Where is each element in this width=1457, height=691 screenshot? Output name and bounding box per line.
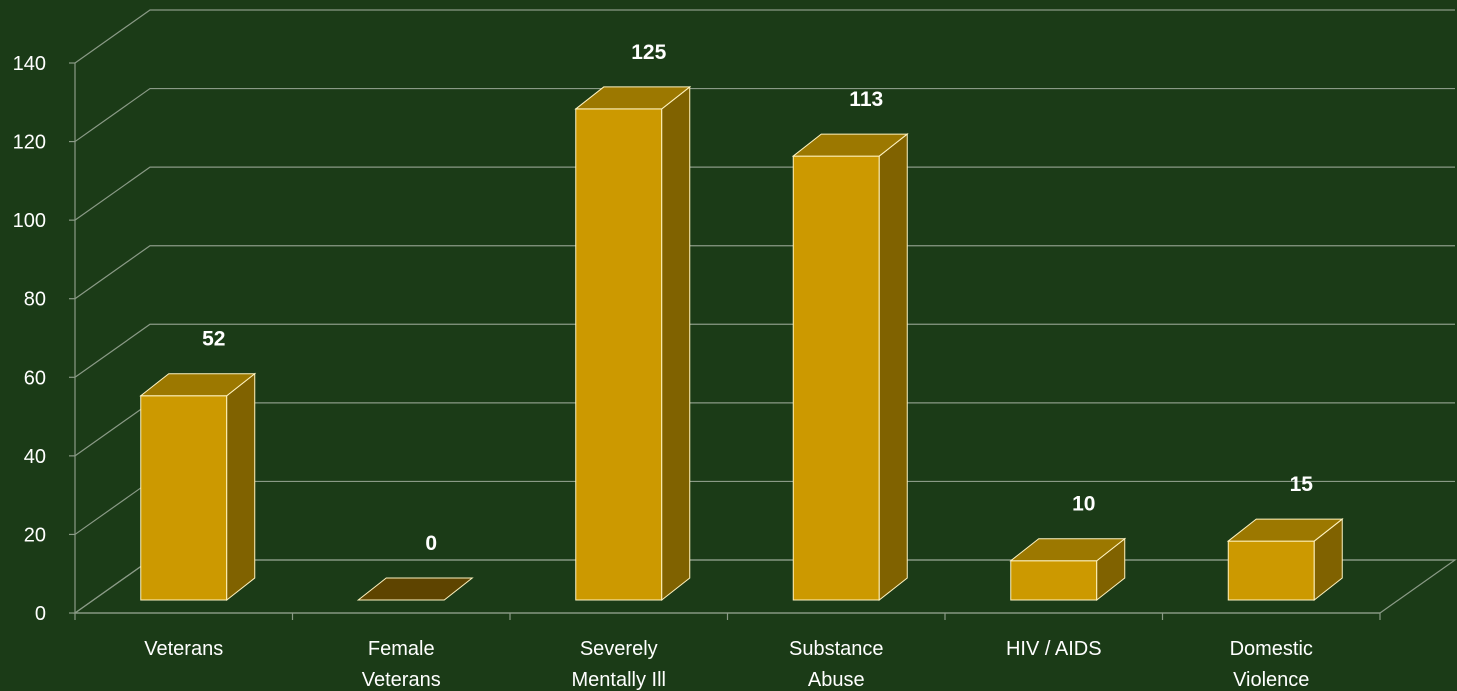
bar-side [661, 85, 691, 602]
y-tick-label: 100 [13, 210, 46, 232]
bar-top [139, 373, 257, 397]
grid-line [74, 245, 1455, 300]
y-tick-label: 60 [24, 367, 46, 389]
bar [139, 372, 257, 602]
grid-line [74, 402, 1455, 457]
x-tick-label: Substance Abuse [789, 638, 884, 691]
bar-top [1009, 538, 1127, 562]
bar-front [575, 108, 663, 601]
y-tick-label: 0 [35, 603, 46, 625]
value-label: 0 [425, 532, 437, 555]
bar-front [1010, 560, 1098, 601]
x-tick-label: Severely Mentally Ill [572, 638, 666, 691]
y-tick-label: 120 [13, 132, 46, 154]
value-label: 52 [202, 328, 225, 351]
bar-top [356, 577, 474, 601]
value-label: 10 [1072, 493, 1095, 516]
grid-line [74, 87, 1455, 143]
bar-side [226, 372, 256, 602]
value-label: 113 [849, 88, 883, 111]
bar [574, 85, 692, 602]
y-tick-label: 80 [24, 289, 46, 311]
bar-top [791, 133, 909, 157]
bar [791, 133, 909, 602]
grid-line [74, 323, 1455, 378]
bar [1226, 518, 1344, 602]
bar-front [140, 395, 228, 601]
y-tick-label: 20 [24, 524, 46, 546]
x-tick-label: HIV / AIDS [1006, 638, 1102, 660]
grid-line [74, 166, 1455, 221]
bar-front [792, 155, 880, 601]
bar [356, 577, 474, 601]
y-tick-label: 140 [13, 53, 46, 75]
bar [1009, 537, 1127, 602]
value-label: 125 [631, 41, 666, 64]
bar-top [574, 86, 692, 110]
x-tick-label: Veterans [144, 638, 223, 660]
bar-front [1227, 540, 1315, 601]
x-tick-label: Domestic Violence [1230, 638, 1313, 691]
y-tick-label: 40 [24, 446, 46, 468]
bar-side [878, 133, 908, 602]
bar-top [1226, 518, 1344, 542]
x-tick-label: Female Veterans [362, 638, 441, 691]
grid-line [74, 9, 1455, 64]
value-label: 15 [1290, 473, 1314, 496]
